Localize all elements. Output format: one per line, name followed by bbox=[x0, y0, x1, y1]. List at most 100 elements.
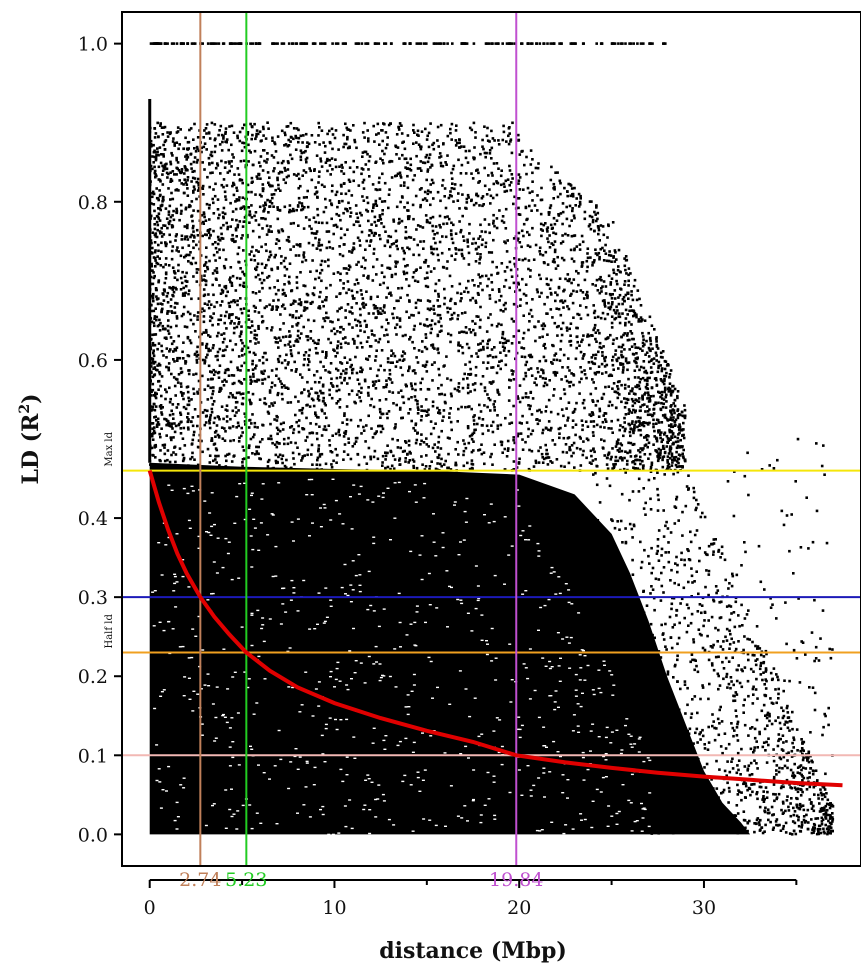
scatter-point bbox=[208, 218, 211, 221]
scatter-point bbox=[583, 217, 587, 221]
scatter-point bbox=[160, 375, 164, 378]
scatter-point bbox=[572, 373, 575, 376]
scatter-point bbox=[171, 170, 175, 173]
scatter-point bbox=[150, 320, 154, 324]
scatter-point bbox=[232, 439, 235, 442]
scatter-point bbox=[151, 155, 154, 158]
scatter-point bbox=[310, 178, 314, 182]
scatter-point bbox=[237, 198, 241, 202]
scatter-point bbox=[156, 147, 159, 150]
scatter-point bbox=[436, 446, 440, 449]
scatter-point bbox=[663, 388, 667, 392]
scatter-point bbox=[374, 232, 377, 235]
scatter-point bbox=[284, 366, 287, 370]
scatter-point bbox=[161, 164, 164, 168]
scatter-point bbox=[517, 173, 521, 176]
scatter-point bbox=[156, 153, 159, 157]
scatter-point bbox=[383, 304, 386, 307]
scatter-point bbox=[344, 122, 347, 126]
scatter-point bbox=[599, 425, 602, 429]
scatter-point bbox=[404, 230, 408, 234]
scatter-point bbox=[386, 451, 389, 455]
scatter-point bbox=[151, 388, 155, 392]
scatter-point bbox=[183, 225, 187, 228]
scatter-point bbox=[454, 144, 458, 147]
scatter-point bbox=[383, 181, 387, 185]
scatter-point bbox=[547, 283, 550, 287]
scatter-point bbox=[591, 283, 594, 286]
scatter-point bbox=[465, 201, 469, 204]
scatter-point bbox=[208, 416, 212, 419]
scatter-point bbox=[461, 254, 464, 258]
scatter-point bbox=[338, 245, 341, 248]
scatter-point bbox=[510, 275, 514, 278]
scatter-point bbox=[229, 280, 232, 284]
scatter-point bbox=[571, 209, 574, 213]
scatter-point bbox=[429, 307, 433, 310]
scatter-point bbox=[308, 431, 312, 435]
scatter-point bbox=[621, 298, 625, 301]
scatter-point bbox=[267, 274, 271, 278]
scatter-point bbox=[616, 268, 620, 272]
scatter-point bbox=[477, 171, 480, 175]
scatter-point bbox=[336, 344, 339, 348]
scatter-point bbox=[382, 386, 385, 389]
scatter-point bbox=[172, 376, 176, 379]
scatter-point bbox=[164, 397, 167, 401]
scatter-point bbox=[534, 461, 538, 465]
scatter-point bbox=[675, 446, 679, 450]
scatter-point bbox=[232, 193, 236, 197]
scatter-point bbox=[339, 372, 343, 376]
scatter-point bbox=[655, 340, 658, 343]
scatter-point bbox=[285, 267, 289, 271]
scatter-point bbox=[537, 162, 540, 165]
scatter-point bbox=[224, 408, 228, 412]
scatter-point bbox=[177, 373, 181, 376]
scatter-point bbox=[615, 282, 619, 286]
scatter-point bbox=[395, 360, 399, 363]
scatter-point bbox=[458, 146, 461, 149]
scatter-point bbox=[172, 290, 176, 294]
scatter-point bbox=[331, 320, 334, 324]
scatter-point bbox=[356, 216, 360, 220]
scatter-point bbox=[161, 443, 165, 447]
scatter-point bbox=[163, 148, 167, 151]
scatter-point bbox=[641, 467, 645, 470]
scatter-point bbox=[442, 463, 446, 466]
scatter-point bbox=[483, 389, 487, 393]
scatter-point bbox=[253, 329, 257, 332]
scatter-point bbox=[493, 443, 496, 446]
scatter-point bbox=[445, 222, 449, 225]
scatter-point bbox=[618, 315, 622, 319]
scatter-point bbox=[239, 381, 242, 384]
scatter-point bbox=[394, 425, 397, 429]
scatter-point bbox=[273, 401, 276, 404]
scatter-point bbox=[449, 131, 452, 135]
scatter-point bbox=[196, 147, 199, 151]
scatter-point bbox=[346, 280, 350, 283]
scatter-point bbox=[157, 212, 161, 215]
scatter-point bbox=[626, 361, 629, 365]
scatter-point bbox=[474, 248, 478, 251]
scatter-point bbox=[190, 215, 193, 218]
scatter-point bbox=[357, 463, 361, 467]
scatter-point bbox=[439, 161, 443, 165]
scatter-point bbox=[601, 246, 604, 250]
scatter-point bbox=[502, 124, 505, 128]
scatter-point bbox=[581, 338, 584, 342]
scatter-point bbox=[200, 150, 203, 154]
scatter-point bbox=[152, 344, 155, 347]
scatter-point bbox=[366, 152, 369, 156]
scatter-point bbox=[179, 128, 182, 131]
scatter-point bbox=[253, 379, 256, 383]
scatter-point bbox=[336, 400, 340, 403]
scatter-point bbox=[292, 137, 295, 141]
scatter-point bbox=[353, 339, 356, 343]
scatter-point bbox=[227, 452, 231, 456]
scatter-point bbox=[283, 283, 286, 286]
scatter-point bbox=[242, 281, 246, 285]
scatter-point bbox=[647, 331, 650, 335]
scatter-point bbox=[150, 365, 153, 368]
scatter-point bbox=[505, 455, 509, 458]
